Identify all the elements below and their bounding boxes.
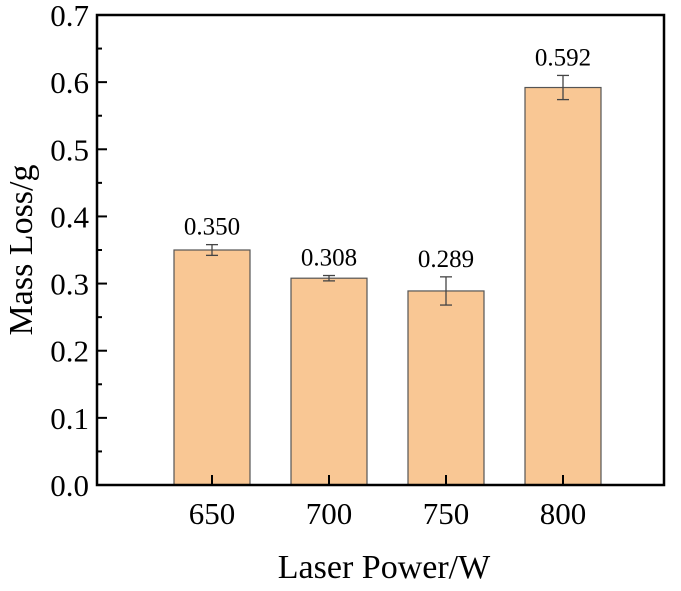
x-tick-label: 750 <box>423 496 470 531</box>
x-tick-label: 700 <box>306 496 353 531</box>
data-label-700: 0.308 <box>301 245 357 272</box>
x-tick-label: 650 <box>189 496 236 531</box>
y-tick-label: 0.2 <box>50 334 89 369</box>
bar-650 <box>173 249 251 486</box>
data-label-800: 0.592 <box>535 44 591 71</box>
y-tick-label: 0.7 <box>50 0 89 33</box>
y-axis-label: Mass Loss/g <box>3 165 40 336</box>
y-tick-label: 0.3 <box>50 267 89 302</box>
x-tick-label: 800 <box>540 496 587 531</box>
data-label-650: 0.350 <box>184 214 240 241</box>
bar-700 <box>290 277 368 486</box>
bar-800 <box>524 86 602 486</box>
data-label-750: 0.289 <box>418 246 474 273</box>
y-tick-label: 0.5 <box>50 132 89 167</box>
bar-750 <box>407 290 485 486</box>
y-tick-label: 0.6 <box>50 65 89 100</box>
plot-frame <box>95 13 666 487</box>
y-tick-label: 0.0 <box>50 468 89 503</box>
y-tick-label: 0.4 <box>50 199 89 234</box>
y-tick-label: 0.1 <box>50 401 89 436</box>
x-axis-label: Laser Power/W <box>278 549 491 586</box>
